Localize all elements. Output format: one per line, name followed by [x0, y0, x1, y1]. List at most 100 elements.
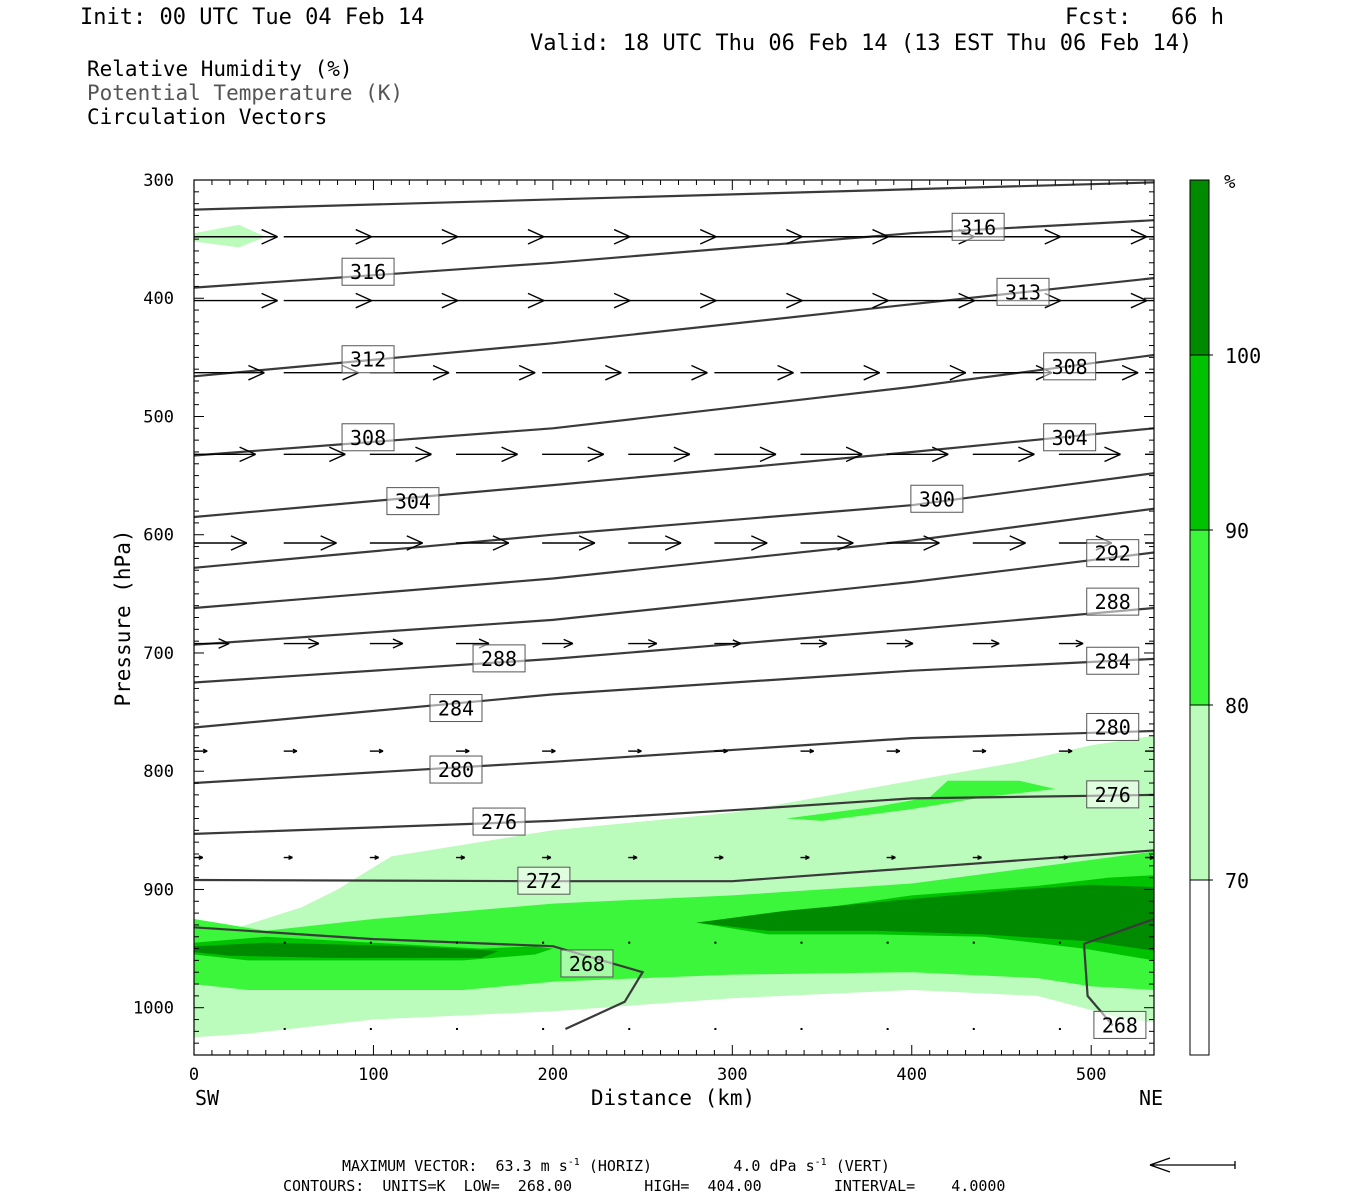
y-tick-label: 400 [143, 289, 174, 309]
theta-contour-304-4 [194, 427, 1154, 519]
theta-contour-300-5 [194, 472, 1154, 569]
rh-shading [194, 224, 1154, 1038]
svg-text:304: 304 [1052, 426, 1088, 450]
vector-arrow [194, 446, 256, 463]
svg-text:316: 316 [960, 215, 996, 239]
svg-text:280: 280 [438, 758, 474, 782]
vector-arrow [455, 941, 458, 944]
y-axis-title: Pressure (hPa) [111, 529, 135, 706]
theta-contour-296-6 [194, 507, 1154, 610]
vector-arrow [283, 638, 320, 649]
vector-arrow [714, 639, 742, 648]
vector-arrow [714, 748, 728, 754]
vector-arrow [1058, 1027, 1061, 1030]
vector-arrow [542, 638, 574, 649]
theta-contour-276-11 [194, 793, 1154, 835]
contour-label-316: 316 [951, 212, 1005, 241]
vector-arrow [714, 364, 794, 381]
colorbar-level-label: 100 [1225, 344, 1261, 368]
vector-arrow [1058, 292, 1148, 309]
vector-arrow [628, 446, 691, 463]
contour-label-304: 304 [1043, 423, 1097, 452]
y-tick-label: 900 [143, 880, 174, 900]
vector-arrow [542, 535, 596, 551]
vector-arrow [542, 855, 552, 860]
field-rh-label: Relative Humidity (%) [87, 57, 353, 81]
colorbar-segment [1190, 530, 1209, 705]
vector-arrow [455, 228, 545, 245]
vector-arrow [886, 941, 889, 944]
vector-arrow [628, 535, 682, 551]
vector-arrow [455, 364, 536, 381]
contour-label-268: 268 [560, 949, 614, 978]
theta-contour-284-9 [194, 657, 1154, 729]
contour-label-280: 280 [429, 755, 483, 784]
vector-arrow [1145, 855, 1154, 860]
max-vector-text: MAXIMUM VECTOR: 63.3 m s-1 (HORIZ) 4.0 d… [342, 1157, 890, 1175]
svg-text:276: 276 [1095, 783, 1131, 807]
vector-arrow [800, 292, 889, 309]
vector-arrow [194, 535, 248, 551]
y-tick-label: 800 [143, 762, 174, 782]
vector-arrow [886, 855, 896, 860]
vector-arrow [194, 855, 204, 860]
vector-arrow [542, 228, 631, 245]
svg-text:288: 288 [481, 647, 517, 671]
vector-arrow [283, 228, 373, 245]
vector-arrow [369, 446, 432, 463]
vector-arrow [628, 639, 658, 649]
vector-arrow [628, 228, 717, 245]
x-tick-label: 500 [1076, 1065, 1107, 1085]
svg-text:313: 313 [1005, 280, 1041, 304]
theta-contour-308-3 [194, 353, 1154, 457]
vector-arrow [800, 1027, 803, 1030]
theta-contour-292-7 [194, 551, 1154, 646]
vector-arrow [800, 941, 803, 944]
contour-label-268: 268 [1093, 1010, 1147, 1039]
rh-region-4 [194, 942, 499, 958]
svg-text:284: 284 [1095, 649, 1131, 673]
y-tick-label: 700 [143, 644, 174, 664]
x-tick-label: 300 [717, 1065, 748, 1085]
contour-label-280: 280 [1086, 712, 1140, 741]
vector-arrow [1058, 639, 1084, 648]
y-tick-label: 300 [143, 171, 174, 191]
vector-arrow [714, 941, 717, 944]
max-vector-arrow [1149, 1157, 1236, 1173]
svg-text:308: 308 [1052, 355, 1088, 379]
svg-text:268: 268 [569, 952, 605, 976]
theta-contour-316-1 [194, 219, 1154, 289]
svg-text:284: 284 [438, 697, 474, 721]
vector-arrow [369, 748, 384, 754]
vector-arrow [714, 855, 724, 860]
valid-time: Valid: 18 UTC Thu 06 Feb 14 (13 EST Thu … [530, 31, 1193, 56]
vector-arrow [800, 855, 810, 860]
svg-text:308: 308 [350, 426, 386, 450]
vector-arrow [972, 748, 987, 754]
vector-arrow [972, 1027, 975, 1030]
vector-arrow [886, 364, 967, 381]
vector-arrow [194, 292, 278, 309]
vector-arrow [455, 446, 518, 463]
forecast-hour: Fcst: 66 h [1065, 5, 1224, 30]
vector-arrow [1145, 642, 1154, 645]
colorbar-segment [1190, 705, 1209, 880]
theta-contour-268-14 [1082, 917, 1154, 1027]
vector-arrow [1145, 299, 1154, 302]
init-time: Init: 00 UTC Tue 04 Feb 14 [80, 5, 425, 30]
vector-arrow [283, 1027, 286, 1030]
colorbar-segment [1190, 880, 1209, 1055]
vector-arrow [542, 446, 604, 463]
vector-arrow [800, 639, 828, 648]
vector-arrow [369, 1027, 372, 1030]
svg-text:292: 292 [1095, 542, 1131, 566]
vector-arrow [455, 855, 466, 860]
vector-arrow [714, 228, 803, 245]
vector-arrow [1058, 855, 1068, 860]
svg-text:288: 288 [1095, 590, 1131, 614]
vector-arrow [283, 748, 298, 754]
vector-arrow [194, 228, 278, 245]
contour-label-284: 284 [429, 694, 483, 723]
vector-arrow [542, 941, 545, 944]
